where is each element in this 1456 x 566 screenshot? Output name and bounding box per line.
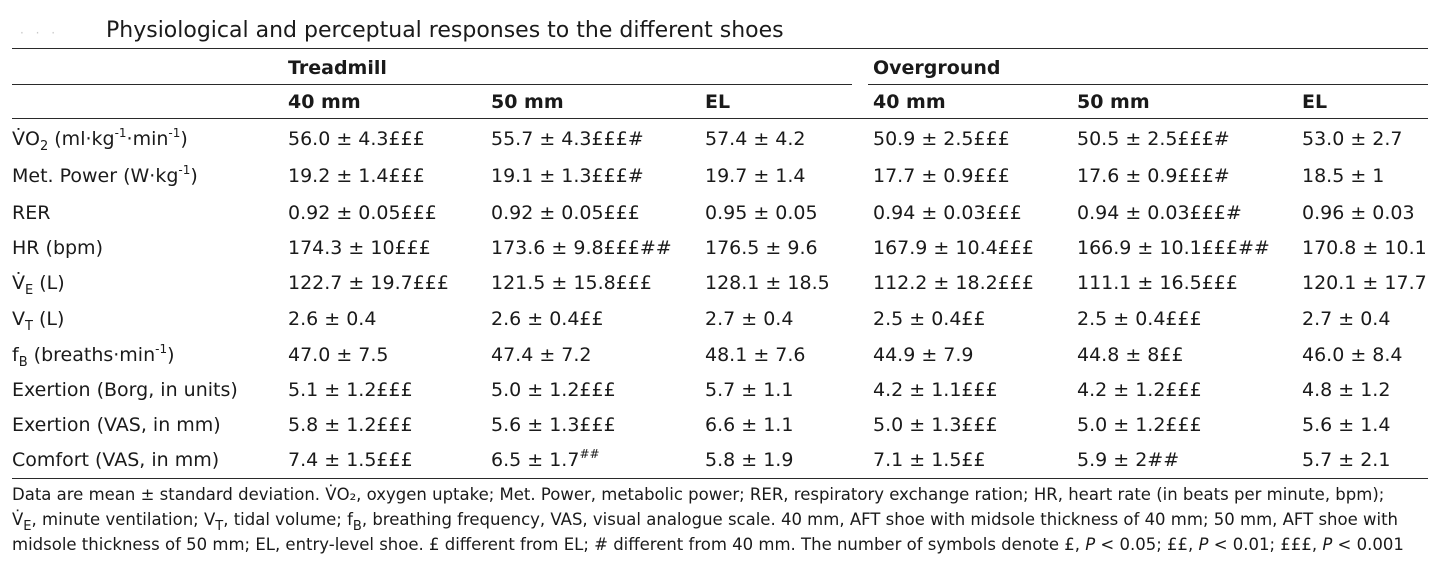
table-cell: 2.6 ± 0.4££ bbox=[491, 308, 604, 330]
table-cell: 19.7 ± 1.4 bbox=[705, 165, 806, 187]
table-cell: 111.1 ± 16.5£££ bbox=[1077, 272, 1238, 294]
footnote-line-2: V̇E, minute ventilation; VT, tidal volum… bbox=[12, 510, 1398, 534]
table-cell: 4.2 ± 1.1£££ bbox=[873, 379, 998, 401]
table-cell: 5.8 ± 1.2£££ bbox=[288, 414, 413, 436]
table-cell: 17.7 ± 0.9£££ bbox=[873, 165, 1010, 187]
table-cell: 55.7 ± 4.3£££# bbox=[491, 128, 644, 150]
table-cell: 122.7 ± 19.7£££ bbox=[288, 272, 449, 294]
faint-header-mark: · · · bbox=[20, 26, 60, 40]
column-header-treadmill-40mm: 40 mm bbox=[288, 91, 361, 113]
row-label-rer: RER bbox=[12, 202, 51, 224]
table-cell: 4.8 ± 1.2 bbox=[1302, 379, 1391, 401]
table-cell: 47.4 ± 7.2 bbox=[491, 344, 592, 366]
table-cell: 128.1 ± 18.5 bbox=[705, 272, 830, 294]
table-cell: 166.9 ± 10.1£££## bbox=[1077, 237, 1270, 259]
table-cell: 50.9 ± 2.5£££ bbox=[873, 128, 1010, 150]
table-cell: 5.6 ± 1.3£££ bbox=[491, 414, 616, 436]
row-label-hr: HR (bpm) bbox=[12, 237, 103, 259]
row-label-ve: V̇E (L) bbox=[12, 272, 65, 298]
row-label-met-power: Met. Power (W·kg-1) bbox=[12, 163, 198, 187]
table-cell: 5.8 ± 1.9 bbox=[705, 449, 794, 471]
table-cell: 57.4 ± 4.2 bbox=[705, 128, 806, 150]
table-cell: 50.5 ± 2.5£££# bbox=[1077, 128, 1230, 150]
table-cell: 6.5 ± 1.7## bbox=[491, 447, 600, 471]
table-cell: 5.7 ± 1.1 bbox=[705, 379, 794, 401]
column-header-treadmill-50mm: 50 mm bbox=[491, 91, 564, 113]
row-label-vo2: V̇O2 (ml·kg-1·min-1) bbox=[12, 126, 188, 154]
table-cell: 0.92 ± 0.05£££ bbox=[491, 202, 640, 224]
row-label-exertion-vas: Exertion (VAS, in mm) bbox=[12, 414, 221, 436]
row-label-fb: fB (breaths·min-1) bbox=[12, 342, 175, 370]
table-cell: 0.96 ± 0.03 bbox=[1302, 202, 1415, 224]
table-cell: 176.5 ± 9.6 bbox=[705, 237, 818, 259]
table-cell: 0.95 ± 0.05 bbox=[705, 202, 818, 224]
footnote-line-1: Data are mean ± standard deviation. V̇O₂… bbox=[12, 485, 1385, 504]
column-header-overground-40mm: 40 mm bbox=[873, 91, 946, 113]
table-cell: 5.9 ± 2## bbox=[1077, 449, 1180, 471]
table-cell: 5.0 ± 1.2£££ bbox=[1077, 414, 1202, 436]
table-cell: 170.8 ± 10.1 bbox=[1302, 237, 1427, 259]
table-cell: 5.6 ± 1.4 bbox=[1302, 414, 1391, 436]
table-cell: 2.7 ± 0.4 bbox=[1302, 308, 1391, 330]
bottom-rule bbox=[12, 478, 1428, 479]
table-cell: 5.0 ± 1.2£££ bbox=[491, 379, 616, 401]
table-cell: 19.2 ± 1.4£££ bbox=[288, 165, 425, 187]
table-cell: 120.1 ± 17.7 bbox=[1302, 272, 1427, 294]
table-cell: 112.2 ± 18.2£££ bbox=[873, 272, 1034, 294]
table-cell: 6.6 ± 1.1 bbox=[705, 414, 794, 436]
table-cell: 2.7 ± 0.4 bbox=[705, 308, 794, 330]
header-rule bbox=[12, 118, 1428, 119]
column-header-overground-50mm: 50 mm bbox=[1077, 91, 1150, 113]
row-label-exertion-borg: Exertion (Borg, in units) bbox=[12, 379, 238, 401]
table-cell: 17.6 ± 0.9£££# bbox=[1077, 165, 1230, 187]
group-rule-treadmill bbox=[12, 84, 852, 85]
table-cell: 0.92 ± 0.05£££ bbox=[288, 202, 437, 224]
table-cell: 47.0 ± 7.5 bbox=[288, 344, 389, 366]
table-cell: 174.3 ± 10£££ bbox=[288, 237, 431, 259]
table-cell: 18.5 ± 1 bbox=[1302, 165, 1385, 187]
table-cell: 0.94 ± 0.03£££# bbox=[1077, 202, 1242, 224]
table-cell: 19.1 ± 1.3£££# bbox=[491, 165, 644, 187]
table-cell: 5.7 ± 2.1 bbox=[1302, 449, 1391, 471]
table-cell: 2.5 ± 0.4£££ bbox=[1077, 308, 1202, 330]
table-cell: 44.8 ± 8££ bbox=[1077, 344, 1184, 366]
table-cell: 56.0 ± 4.3£££ bbox=[288, 128, 425, 150]
table-cell: 53.0 ± 2.7 bbox=[1302, 128, 1403, 150]
table-cell: 121.5 ± 15.8£££ bbox=[491, 272, 652, 294]
row-label-vt: VT (L) bbox=[12, 308, 65, 334]
table-cell: 173.6 ± 9.8£££## bbox=[491, 237, 672, 259]
table-footnote: Data are mean ± standard deviation. V̇O₂… bbox=[12, 482, 1448, 557]
table-cell: 2.5 ± 0.4££ bbox=[873, 308, 986, 330]
table-cell: 4.2 ± 1.2£££ bbox=[1077, 379, 1202, 401]
group-header-overground: Overground bbox=[873, 57, 1001, 79]
table-cell: 2.6 ± 0.4 bbox=[288, 308, 377, 330]
table-cell: 46.0 ± 8.4 bbox=[1302, 344, 1403, 366]
table-cell: 0.94 ± 0.03£££ bbox=[873, 202, 1022, 224]
table-cell: 167.9 ± 10.4£££ bbox=[873, 237, 1034, 259]
table-cell: 5.0 ± 1.3£££ bbox=[873, 414, 998, 436]
table-cell: 5.1 ± 1.2£££ bbox=[288, 379, 413, 401]
group-header-treadmill: Treadmill bbox=[288, 57, 387, 79]
table-cell: 44.9 ± 7.9 bbox=[873, 344, 974, 366]
column-header-overground-el: EL bbox=[1302, 91, 1328, 113]
table-title: Physiological and perceptual responses t… bbox=[106, 18, 784, 43]
column-header-treadmill-el: EL bbox=[705, 91, 731, 113]
top-rule bbox=[12, 48, 1428, 49]
footnote-line-3: midsole thickness of 50 mm; EL, entry-le… bbox=[12, 535, 1404, 554]
table-cell: 48.1 ± 7.6 bbox=[705, 344, 806, 366]
row-label-comfort-vas: Comfort (VAS, in mm) bbox=[12, 449, 220, 471]
table-cell: 7.4 ± 1.5£££ bbox=[288, 449, 413, 471]
table-cell: 7.1 ± 1.5££ bbox=[873, 449, 986, 471]
group-rule-overground bbox=[868, 84, 1428, 85]
